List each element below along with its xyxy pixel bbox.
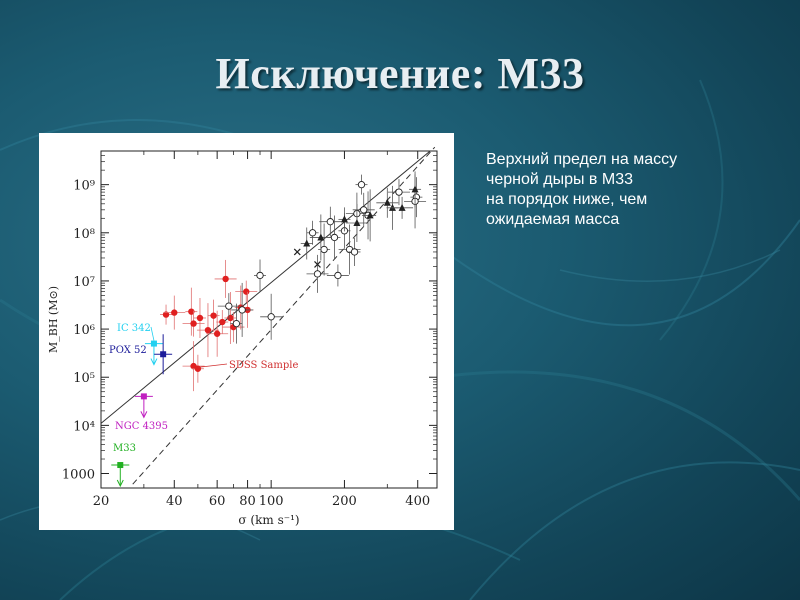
plot-frame (100, 150, 438, 489)
data-point-filled-circle (227, 314, 234, 322)
data-point-open-circle (225, 302, 233, 310)
data-point-open-circle (232, 319, 241, 328)
data-point-filled-circle (190, 320, 197, 327)
data-point-filled-circle (194, 365, 202, 372)
y-tick-label: 10⁹ (73, 179, 95, 194)
x-tick-label: 40 (166, 494, 183, 509)
data-point-triangle (366, 211, 374, 219)
note-line: Верхний предел на массу (486, 151, 678, 168)
data-point-open-circle (256, 271, 264, 280)
data-point-open-circle (308, 229, 317, 237)
data-point-triangle (303, 239, 311, 247)
data-point-filled-circle (204, 326, 212, 334)
x-tick-label: 100 (259, 494, 284, 509)
x-tick-label: 60 (209, 494, 226, 509)
upper-limit-arrowhead (140, 411, 148, 419)
chart-annotation-label: SDSS Sample (229, 360, 298, 371)
y-tick-label: 10⁴ (73, 419, 95, 434)
chart-annotation-label: M33 (113, 443, 136, 454)
data-point-filled-circle (210, 312, 217, 319)
upper-limit-arrowhead (150, 358, 158, 366)
data-point-open-circle (360, 206, 368, 214)
data-point-triangle (317, 233, 325, 241)
data-point-triangle (411, 185, 419, 193)
data-point-triangle (383, 198, 391, 206)
data-point-square (117, 462, 124, 469)
data-point-triangle (398, 203, 406, 211)
x-tick-label: 400 (405, 494, 430, 509)
data-point-cross (293, 248, 301, 256)
data-point-open-circle (313, 270, 322, 278)
y-tick-label: 10⁷ (73, 275, 95, 290)
chart-figure: 20 40 60 80 100 200 400 1000 10⁴ 10⁵ 10⁶ 10⁷ 10⁸ 10⁹ σ… (39, 133, 454, 530)
x-axis-title: σ (km s⁻¹) (238, 513, 299, 527)
note-line: черной дыры в М33 (486, 171, 633, 188)
data-point-square (140, 393, 147, 400)
chart-annotation-label: POX 52 (109, 345, 147, 356)
data-point-open-circle (330, 233, 339, 242)
y-tick-label: 10⁸ (73, 227, 95, 242)
data-point-open-circle (357, 181, 366, 189)
data-point-triangle (340, 215, 348, 223)
note-text: Верхний предел на массу черной дыры в М3… (486, 150, 786, 230)
dashed-fit-line (132, 146, 436, 485)
data-point-filled-circle (243, 288, 250, 295)
data-point-filled-circle (196, 314, 204, 322)
data-point-open-circle (334, 271, 342, 280)
chart-annotation-label: IC 342 (117, 323, 151, 334)
data-point-triangle (353, 218, 361, 226)
y-axis-title: M_BH (M⊙) (47, 286, 60, 353)
y-tick-label: 10⁶ (73, 323, 95, 338)
solid-fit-line (100, 150, 431, 424)
data-point-filled-circle (222, 275, 229, 283)
data-point-square (150, 340, 157, 347)
data-point-triangle (388, 203, 396, 211)
slide-title: Исключение: М33 (215, 49, 585, 98)
data-point-open-circle (238, 306, 246, 314)
data-point-cross (314, 261, 321, 268)
data-point-open-circle (326, 218, 334, 226)
x-tick-label: 200 (332, 494, 357, 509)
data-point-filled-circle (188, 308, 195, 315)
annotation-pointer (150, 326, 155, 341)
data-point-square (160, 351, 167, 358)
data-point-open-circle (320, 245, 328, 254)
data-point-filled-circle (171, 309, 178, 316)
note-line: на порядок ниже, чем (486, 191, 648, 208)
x-tick-label: 80 (239, 494, 256, 509)
y-tick-label: 1000 (62, 468, 95, 483)
upper-limit-arrowhead (116, 479, 124, 488)
data-point-open-circle (350, 248, 359, 256)
data-point-open-circle (267, 313, 275, 321)
note-line: ожидаемая масса (486, 211, 620, 228)
annotation-pointer (197, 363, 228, 368)
data-point-filled-circle (219, 318, 226, 326)
chart-annotation-label: NGC 4395 (115, 421, 168, 432)
x-tick-label: 20 (93, 494, 110, 509)
data-point-open-circle (395, 188, 403, 196)
y-tick-label: 10⁵ (73, 371, 95, 386)
data-point-filled-circle (213, 330, 221, 337)
m-sigma-scatter-chart: 20 40 60 80 100 200 400 1000 10⁴ 10⁵ 10⁶ 10⁷ 10⁸ 10⁹ σ… (47, 146, 438, 527)
